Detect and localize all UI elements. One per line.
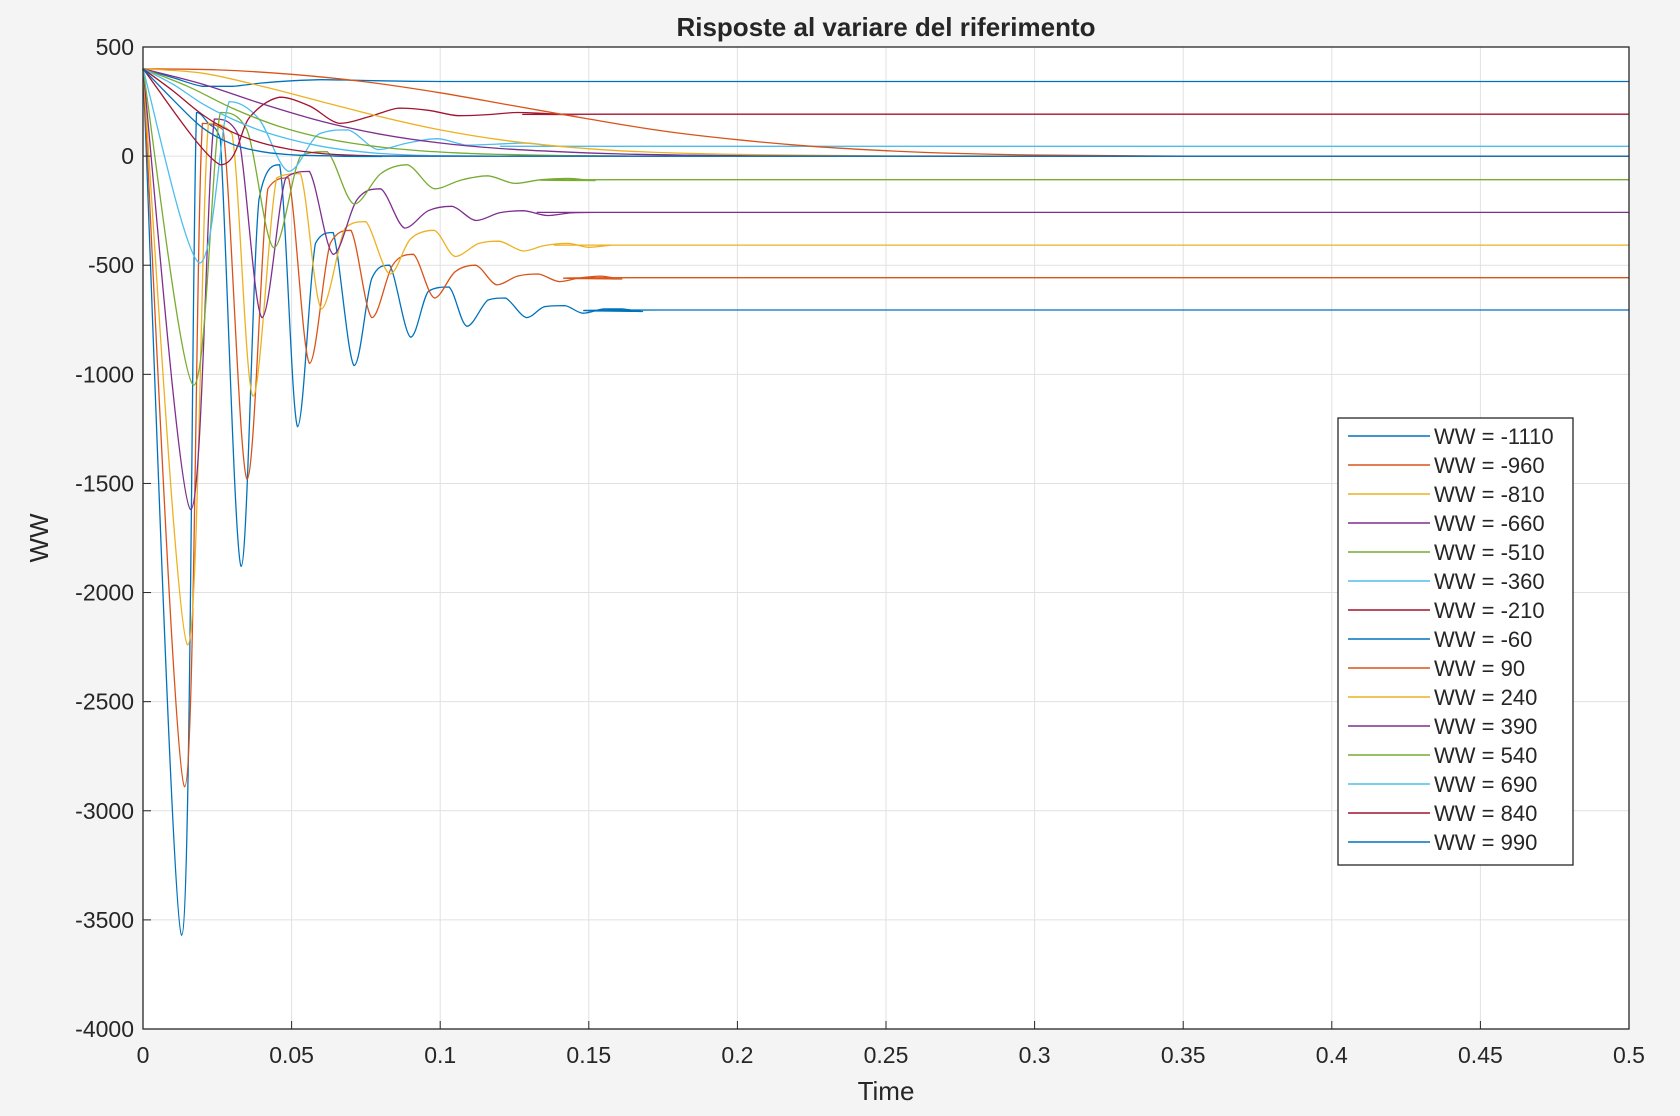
legend-label: WW = 90	[1434, 656, 1525, 681]
legend-label: WW = 990	[1434, 830, 1537, 855]
series-line-4	[142, 68, 1629, 511]
x-tick-label: 0.45	[1458, 1042, 1503, 1068]
legend-label: WW = -660	[1434, 511, 1545, 536]
y-tick-label: -4000	[75, 1016, 134, 1042]
legend-label: WW = 840	[1434, 801, 1537, 826]
y-tick-label: -500	[88, 252, 134, 278]
x-axis-label: Time	[858, 1076, 915, 1106]
y-axis-label: WW	[24, 513, 54, 563]
x-tick-label: 0.2	[721, 1042, 753, 1068]
legend-label: WW = 690	[1434, 772, 1537, 797]
legend-label: WW = -810	[1434, 482, 1545, 507]
series-group	[142, 68, 1629, 936]
x-tick-label: 0.15	[566, 1042, 611, 1068]
x-tick-label: 0.1	[424, 1042, 456, 1068]
series-line-7	[142, 68, 1629, 166]
legend-label: WW = 390	[1434, 714, 1537, 739]
y-tick-label: 500	[96, 34, 134, 60]
x-tick-label: 0.25	[864, 1042, 909, 1068]
y-tick-label: -3500	[75, 907, 134, 933]
series-line-2	[142, 68, 1629, 788]
legend-label: WW = 540	[1434, 743, 1537, 768]
y-tick-label: -2000	[75, 580, 134, 606]
legend-box	[1337, 417, 1574, 866]
x-tick-label: 0.05	[269, 1042, 314, 1068]
chart-title: Risposte al variare del riferimento	[676, 12, 1095, 42]
series-line-3	[142, 68, 1629, 646]
series-line-5	[142, 68, 1629, 386]
legend: WW = -1110 WW = -960 WW = -810 WW = -660 WW …	[1337, 417, 1574, 866]
legend-label: WW = -960	[1434, 453, 1545, 478]
series-line-1	[142, 68, 1629, 936]
axis-ticks: 0 0.05 0.1 0.15 0.2 0.25 0.3 0.35 0.4 0.45 0.5 -400…	[75, 34, 1645, 1068]
y-tick-label: -1000	[75, 361, 134, 387]
x-tick-label: 0.35	[1161, 1042, 1206, 1068]
x-tick-label: 0.5	[1613, 1042, 1645, 1068]
x-tick-label: 0.4	[1316, 1042, 1348, 1068]
legend-label: WW = -1110	[1434, 424, 1554, 449]
y-tick-label: -2500	[75, 689, 134, 715]
legend-label: WW = -360	[1434, 569, 1545, 594]
x-tick-label: 0	[137, 1042, 150, 1068]
x-tick-label: 0.3	[1019, 1042, 1051, 1068]
legend-label: WW = -60	[1434, 627, 1532, 652]
legend-label: WW = -210	[1434, 598, 1545, 623]
series-line-8	[142, 68, 1629, 87]
legend-label: WW = 240	[1434, 685, 1537, 710]
y-tick-label: 0	[121, 143, 134, 169]
series-line-6	[142, 68, 1629, 264]
legend-label: WW = -510	[1434, 540, 1545, 565]
y-tick-label: -3000	[75, 798, 134, 824]
series-line-15	[142, 68, 1629, 158]
y-tick-label: -1500	[75, 470, 134, 496]
